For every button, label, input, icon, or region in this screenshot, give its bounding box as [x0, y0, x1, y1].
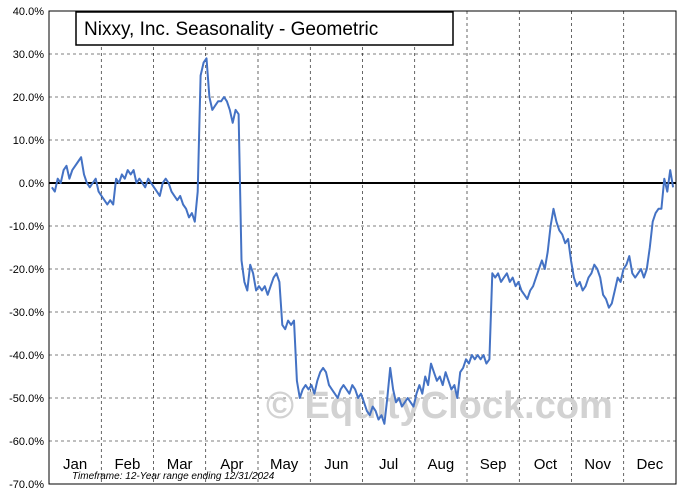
x-tick-label: Sep: [480, 456, 507, 473]
y-axis-ticks: 40.0% 30.0% 20.0% 10.0% 0.0% -10.0% -20.0% -30.…: [9, 6, 44, 491]
y-tick-label: -30.0%: [9, 307, 44, 319]
timeframe-footnote: Timeframe: 12-Year range ending 12/31/20…: [72, 471, 275, 482]
x-tick-label: Jul: [379, 456, 398, 473]
y-tick-label: 30.0%: [13, 49, 44, 61]
y-tick-label: -70.0%: [9, 479, 44, 491]
plot-frame: [48, 10, 677, 485]
watermark: © EquityClock.com: [266, 385, 613, 427]
y-tick-label: 40.0%: [13, 6, 44, 18]
y-tick-label: -20.0%: [9, 264, 44, 276]
y-tick-label: -60.0%: [9, 436, 44, 448]
x-tick-label: Apr: [220, 456, 243, 473]
y-tick-label: 10.0%: [13, 135, 44, 147]
x-tick-label: May: [270, 456, 299, 473]
y-tick-label: 20.0%: [13, 92, 44, 104]
chart-title-box: Nixxy, Inc. Seasonality - Geometric: [75, 11, 454, 46]
chart-title: Nixxy, Inc. Seasonality - Geometric: [84, 19, 378, 40]
y-tick-label: -50.0%: [9, 393, 44, 405]
x-axis-ticks: Jan Feb Mar Apr May Jun Jul Aug Sep Oct Nov Dec: [63, 456, 664, 473]
x-tick-label: Feb: [114, 456, 140, 473]
y-tick-label: -40.0%: [9, 350, 44, 362]
x-tick-label: Jan: [63, 456, 87, 473]
x-tick-label: Mar: [167, 456, 193, 473]
x-tick-label: Nov: [584, 456, 611, 473]
x-tick-label: Oct: [534, 456, 558, 473]
x-tick-label: Jun: [324, 456, 348, 473]
x-tick-label: Aug: [428, 456, 455, 473]
x-tick-label: Dec: [637, 456, 664, 473]
y-tick-label: 0.0%: [19, 178, 44, 190]
series-line: [51, 57, 675, 425]
y-tick-label: -10.0%: [9, 221, 44, 233]
